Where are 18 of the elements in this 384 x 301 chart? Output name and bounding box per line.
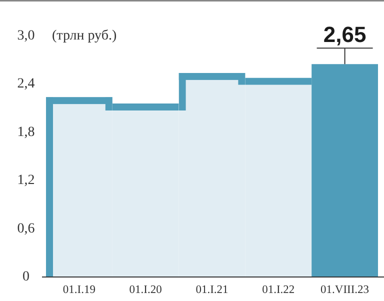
y-tick-label: 1,2 [17, 173, 35, 188]
bar [245, 78, 312, 277]
y-tick-label: 3,0 [17, 28, 35, 44]
y-tick-label: 2,4 [17, 76, 35, 92]
x-tick-label: 01.I.20 [129, 284, 162, 296]
y-axis-title: (трлн руб.) [52, 28, 117, 44]
y-tick-label: 1,8 [17, 124, 35, 140]
y-tick-label: 0,6 [17, 221, 35, 236]
data-label: 2,65 [323, 22, 366, 48]
bar [312, 64, 378, 277]
x-tick-label: 01.I.22 [262, 284, 295, 296]
y-tick-label: 0 [22, 270, 30, 284]
bar [46, 97, 112, 277]
x-tick-label: 01.I.21 [196, 284, 229, 296]
bar [178, 72, 246, 277]
x-tick-label: 01.VIII.23 [320, 284, 370, 296]
x-tick-label: 01.I.19 [62, 284, 96, 296]
bar [112, 103, 179, 277]
